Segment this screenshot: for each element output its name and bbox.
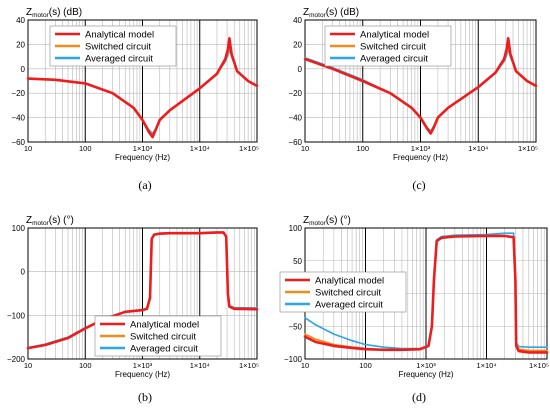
x-tick-label: 1×10⁵: [518, 144, 538, 153]
y-tick-label: 40: [16, 16, 25, 25]
legend-label: Switched circuit: [360, 42, 426, 53]
legend-label: Analytical model: [85, 30, 154, 41]
series-line-analytical: [303, 36, 538, 135]
plot-frame: [304, 19, 537, 143]
chart-panel-a: 40 20 0 −20 −40 −60 10 100 1×10³ 1×10⁴ 1×10⁵ Freque…: [0, 0, 275, 209]
y-tick-label: −20: [288, 89, 302, 98]
y-tick-label: 50: [293, 257, 302, 266]
panel-label-b: (b): [138, 390, 152, 404]
x-tick-label: 10: [301, 361, 309, 370]
y-tick-label: −40: [288, 114, 302, 123]
x-tick-label: 1×10⁵: [239, 361, 259, 370]
legend-label: Averaged circuit: [360, 54, 428, 65]
y-tick-label: −40: [11, 114, 25, 123]
x-tick-label: 100: [356, 144, 369, 153]
chart-title: Zmotor(s) (dB): [303, 7, 359, 19]
y-tick-label: 100: [12, 224, 26, 233]
y-tick-label: −20: [11, 89, 25, 98]
legend-label: Analytical model: [130, 320, 199, 331]
x-tick-label: 100: [79, 361, 92, 370]
series-line-analytical: [26, 36, 259, 139]
y-tick-label: −100: [284, 355, 303, 364]
y-tick-label: 0: [298, 65, 303, 74]
x-tick-label: 10: [301, 144, 309, 153]
y-tick-label: 100: [289, 224, 303, 233]
legend-label: Analytical model: [315, 276, 384, 287]
x-axis-title: Frequency (Hz): [115, 370, 170, 379]
legend-label: Averaged circuit: [85, 54, 153, 65]
chart-title: Zmotor(s) (dB): [26, 7, 82, 19]
x-tick-label: 1×10⁵: [239, 144, 259, 153]
x-tick-label: 1×10³: [133, 144, 153, 153]
y-tick-label: 0: [21, 65, 26, 74]
y-tick-label: −100: [7, 311, 26, 320]
series-line-analytical: [26, 231, 259, 350]
x-tick-label: 10: [24, 361, 32, 370]
x-axis-title: Frequency (Hz): [393, 153, 448, 162]
plot-frame: [27, 19, 258, 143]
x-tick-label: 1×10³: [133, 361, 153, 370]
y-tick-label: 0: [21, 268, 26, 277]
y-tick-label: 20: [16, 40, 25, 49]
y-tick-label: −60: [11, 138, 25, 147]
x-tick-label: 1×10⁵: [529, 361, 549, 370]
x-axis-title: Frequency (Hz): [115, 153, 170, 162]
panel-label-d: (d): [412, 390, 426, 404]
y-tick-label: −50: [288, 322, 302, 331]
chart-panel-d: 100500−50−100101001×10³1×10⁴1×10⁵Frequen…: [275, 210, 550, 419]
series-line-analytical: [303, 234, 549, 354]
legend-label: Averaged circuit: [315, 300, 383, 311]
legend-label: Averaged circuit: [130, 344, 198, 355]
panel-label-c: (c): [412, 178, 426, 192]
x-axis-title: Frequency (Hz): [398, 370, 453, 379]
y-tick-label: −200: [7, 355, 26, 364]
legend-label: Switched circuit: [315, 288, 381, 299]
chart-title: Zmotor(s) (°): [303, 215, 351, 227]
panel-label-a: (a): [138, 178, 152, 192]
x-tick-label: 1×10⁴: [190, 144, 210, 153]
x-tick-label: 1×10³: [411, 144, 431, 153]
chart-panel-b: 100 0 −100 −200 10 100 1×10³ 1×10⁴ 1×10⁵ Frequenc…: [0, 210, 275, 419]
chart-panel-c: 40 20 0 −20 −40 −60 10 100 1×10³ 1×10⁴ 1×10⁵ Freque…: [275, 0, 550, 209]
legend-label: Switched circuit: [130, 332, 196, 343]
x-tick-label: 1×10³: [416, 361, 436, 370]
y-tick-label: 40: [293, 16, 302, 25]
x-tick-label: 1×10⁴: [190, 361, 210, 370]
chart-title: Zmotor(s) (°): [26, 215, 74, 227]
x-tick-label: 1×10⁴: [468, 144, 488, 153]
plot-frame: [27, 227, 258, 360]
chart-svg-d: 100500−50−100101001×10³1×10⁴1×10⁵Frequen…: [279, 215, 549, 379]
legend-label: Analytical model: [360, 30, 429, 41]
x-tick-label: 100: [359, 361, 372, 370]
x-tick-label: 10: [24, 144, 32, 153]
x-tick-label: 100: [79, 144, 92, 153]
y-tick-label: 20: [293, 40, 302, 49]
y-tick-label: −60: [288, 138, 302, 147]
legend-label: Switched circuit: [85, 42, 151, 53]
x-tick-label: 1×10⁴: [476, 361, 496, 370]
